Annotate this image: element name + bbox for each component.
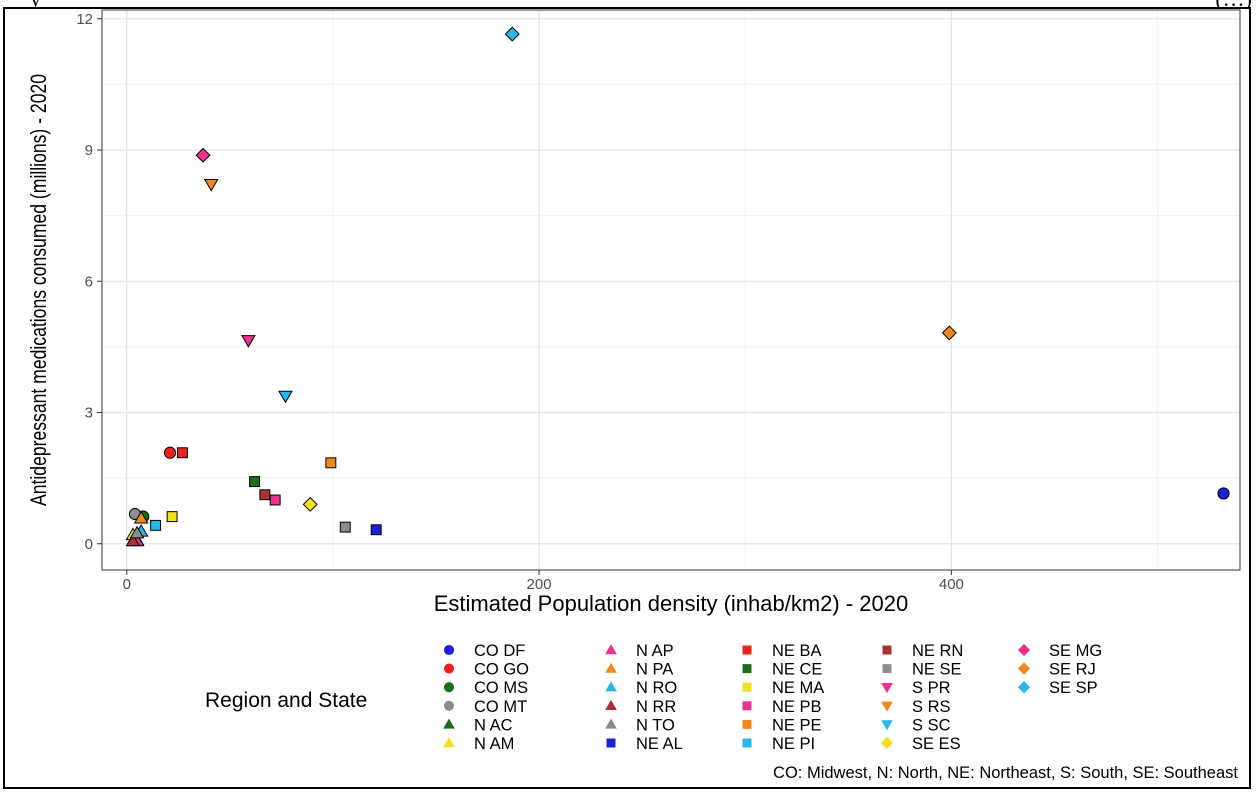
legend-label-co-ms: CO MS: [474, 679, 528, 697]
legend-label-co-df: CO DF: [474, 642, 525, 660]
legend-key-n-ap: [605, 644, 617, 655]
legend-label-ne-ma: NE MA: [772, 679, 824, 697]
data-points: [125, 26, 1230, 547]
point-se-es: [302, 496, 318, 512]
legend-label-n-am: N AM: [474, 735, 514, 753]
point-n-rr: [125, 533, 141, 547]
header-fragment-right: (…): [1215, 0, 1252, 8]
legend-label-n-ro: N RO: [636, 679, 677, 697]
legend-key-s-pr: [881, 683, 893, 694]
point-s-pr: [240, 335, 256, 348]
legend-label-n-ap: N AP: [636, 642, 674, 660]
legend-key-co-go: [443, 663, 455, 674]
legend-key-se-sp: [1017, 681, 1031, 694]
legend-key-ne-pb: [742, 701, 752, 711]
y-tick-label: 9: [85, 142, 93, 159]
legend-title: Region and State: [205, 689, 367, 712]
y-axis-ticks: 0 3 6 9 12: [76, 11, 102, 553]
legend-key-n-ro: [605, 681, 617, 692]
figure-frame: [3, 7, 1251, 789]
point-co-go: [163, 446, 177, 459]
point-ne-ce: [249, 476, 261, 488]
point-n-pa: [133, 510, 149, 524]
legend-label-se-mg: SE MG: [1049, 642, 1102, 660]
y-axis-title: Antidepressant medications consumed (mil…: [27, 74, 51, 506]
x-tick-label: 200: [527, 576, 552, 593]
legend-label-co-mt: CO MT: [474, 698, 527, 716]
major-gridlines: [102, 10, 1240, 570]
header-fragment-left: y: [30, 0, 41, 8]
legend-label-s-rs: S RS: [912, 698, 951, 716]
x-axis-title: Estimated Population density (inhab/km2)…: [434, 591, 908, 616]
y-tick-label: 0: [85, 536, 93, 553]
legend-key-se-mg: [1017, 643, 1031, 657]
point-co-df: [1217, 487, 1230, 500]
plot-panel-border: [101, 9, 1241, 571]
point-ne-rn: [259, 489, 271, 501]
legend-key-co-df: [443, 644, 455, 656]
point-ne-pi: [150, 519, 162, 531]
point-se-mg: [195, 147, 211, 163]
legend-key-ne-pe: [742, 719, 752, 729]
legend-key-s-sc: [881, 720, 893, 731]
point-n-to: [129, 525, 145, 539]
legend-label-se-sp: SE SP: [1049, 679, 1098, 697]
legend-label-n-to: N TO: [636, 716, 675, 734]
legend-key-n-rr: [605, 699, 617, 710]
x-tick-label: 400: [939, 576, 964, 593]
legend-key-ne-al: [606, 738, 616, 748]
point-ne-pb: [269, 494, 281, 506]
legend-key-se-rj: [1017, 662, 1031, 675]
legend-key-n-pa: [605, 662, 617, 673]
point-s-rs: [203, 178, 219, 192]
chart-caption: CO: Midwest, N: North, NE: Northeast, S:…: [773, 764, 1238, 782]
legend-key-co-ms: [443, 682, 455, 693]
legend-label-se-es: SE ES: [912, 735, 961, 753]
y-tick-label: 3: [85, 405, 93, 422]
y-tick-label: 12: [76, 11, 93, 28]
legend-label-ne-al: NE AL: [636, 735, 683, 753]
point-ne-ba: [176, 447, 188, 459]
legend-label-se-rj: SE RJ: [1049, 661, 1096, 679]
legend-label-ne-ba: NE BA: [772, 642, 822, 660]
legend-key-ne-ce: [742, 664, 752, 674]
point-ne-pe: [325, 457, 337, 469]
legend-label-co-go: CO GO: [474, 661, 529, 679]
legend-key-s-rs: [881, 701, 893, 712]
legend-key-se-es: [880, 736, 894, 750]
legend-key-n-to: [605, 718, 617, 729]
legend-label-ne-pe: NE PE: [772, 716, 822, 734]
x-tick-label: 0: [123, 576, 131, 593]
point-se-sp: [504, 26, 520, 42]
legend-key-ne-ma: [742, 682, 752, 692]
point-se-rj: [941, 325, 957, 341]
legend-label-ne-pi: NE PI: [772, 735, 815, 753]
legend-key-ne-ba: [742, 645, 752, 655]
legend-label-ne-rn: NE RN: [912, 642, 963, 660]
point-ne-ma: [166, 511, 178, 523]
legend-label-ne-pb: NE PB: [772, 698, 822, 716]
legend-label-n-ac: N AC: [474, 716, 513, 734]
x-axis-ticks: 0 200 400: [123, 570, 964, 593]
legend-label-ne-se: NE SE: [912, 661, 962, 679]
point-s-sc: [278, 390, 293, 404]
legend-label-n-rr: N RR: [636, 698, 676, 716]
legend-label-n-pa: N PA: [636, 661, 673, 679]
legend-key-ne-rn: [882, 645, 892, 655]
y-tick-label: 6: [85, 273, 93, 290]
legend-key-co-mt: [443, 700, 455, 711]
minor-gridlines: [102, 10, 1240, 570]
point-ne-al: [370, 524, 382, 536]
legend-label-s-pr: S PR: [912, 679, 951, 697]
page-header-fragment: y (…): [0, 0, 1258, 8]
legend-label-s-sc: S SC: [912, 716, 951, 734]
legend-key-ne-pi: [742, 738, 752, 748]
point-ne-se: [339, 521, 351, 533]
legend-key-n-am: [443, 737, 455, 748]
legend-key-n-ac: [443, 718, 455, 729]
legend-key-ne-se: [882, 664, 892, 674]
legend-label-ne-ce: NE CE: [772, 661, 822, 679]
